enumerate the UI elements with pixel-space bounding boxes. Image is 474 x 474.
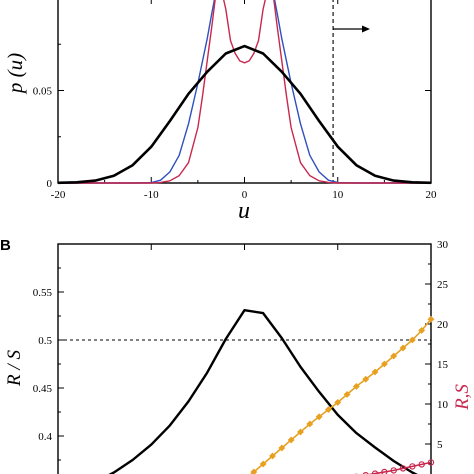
panel-b-y2tick-label: 30 bbox=[437, 239, 449, 251]
panel-b-series-1-point bbox=[408, 336, 416, 344]
panel-b-series-2-point bbox=[362, 472, 369, 474]
panel-b-series-2-point bbox=[409, 463, 416, 470]
panel-b-series-line-1 bbox=[250, 318, 432, 474]
panel-b-series-2-point bbox=[399, 465, 407, 472]
panel-a-series-line-1 bbox=[58, 0, 431, 184]
panel-b-y2tick-label: 20 bbox=[437, 319, 449, 331]
panel-b-series-1-point bbox=[371, 368, 379, 376]
panel-a-xlabel: u bbox=[238, 198, 250, 224]
panel-b-series-1-point bbox=[362, 375, 370, 383]
panel-b-series-1-point bbox=[427, 315, 435, 323]
panel-b-series-2-point bbox=[390, 467, 397, 474]
panel-b-series-1-point bbox=[287, 436, 295, 444]
panel-b-y2tick-label: 10 bbox=[437, 399, 449, 411]
panel-b-series-2-point bbox=[381, 468, 388, 474]
panel-a-xtick-label: -10 bbox=[144, 189, 159, 201]
panel-b-series-1-point bbox=[325, 406, 332, 414]
panel-a-xtick-label: 20 bbox=[426, 189, 438, 201]
arrow-right-icon bbox=[333, 25, 370, 33]
panel-b-series-1-point bbox=[269, 452, 276, 460]
panel-b-series-1-point bbox=[399, 344, 407, 352]
panel-a-xtick-label: 0 bbox=[242, 189, 248, 201]
panel-b-y2tick-label: 25 bbox=[437, 279, 449, 291]
panel-a-ytick-label: 0 bbox=[47, 178, 53, 190]
panel-a-xtick-label: -20 bbox=[51, 189, 66, 201]
panel-b-series-1-point bbox=[250, 468, 258, 474]
panel-b-series-1-point bbox=[343, 390, 351, 398]
panel-b-series-1-point bbox=[297, 428, 304, 436]
panel-b-series-1-point bbox=[380, 360, 388, 368]
panel-b-ylabel: R / S bbox=[4, 350, 25, 387]
panel-b-series bbox=[108, 309, 435, 474]
panel-a-axes: -20 -10 0 10 20 0 0.05 bbox=[33, 0, 437, 201]
panel-a-frame bbox=[57, 0, 432, 184]
panel-b-letter: B bbox=[0, 237, 11, 254]
panel-b-ytick-label: 0.55 bbox=[33, 287, 53, 299]
panel-b-y2tick-label: 5 bbox=[437, 439, 443, 451]
panel-a-series-line-0 bbox=[57, 44, 432, 185]
panel-b-series-1-point bbox=[259, 460, 267, 468]
panel-a-series-line-2 bbox=[58, 0, 431, 184]
panel-b-series-1-point bbox=[278, 444, 286, 452]
panel-a-series bbox=[57, 0, 432, 185]
panel-b-ytick-label: 0.5 bbox=[38, 335, 52, 347]
panel-b-series-line-2 bbox=[367, 461, 432, 474]
panel-b-series-1-point bbox=[334, 398, 342, 406]
panel-b-series-1-point bbox=[315, 413, 323, 421]
panel-a: -20 -10 0 10 20 0 0.05 p (u) u bbox=[3, 0, 437, 224]
panel-a-xtick-label: 10 bbox=[332, 189, 344, 201]
panel-b-series-line-0 bbox=[108, 309, 418, 474]
panel-b-y2tick-label: 15 bbox=[437, 359, 449, 371]
panel-b-frame bbox=[57, 243, 432, 474]
panel-b-ytick-label: 0.4 bbox=[38, 431, 52, 443]
panel-a-ylabel: p (u) bbox=[3, 53, 27, 95]
panel-b-y2label: R,S bbox=[452, 384, 473, 411]
panel-b-series-1-point bbox=[418, 326, 426, 334]
panel-b-series-1-point bbox=[352, 382, 360, 390]
panel-b-series-1-point bbox=[306, 420, 314, 428]
panel-b-ytick-label: 0.45 bbox=[33, 383, 53, 395]
panel-b-series-2-point bbox=[418, 461, 425, 468]
panel-a-ytick-label: 0.05 bbox=[33, 86, 53, 98]
panel-b-series-1-point bbox=[390, 352, 398, 360]
panel-b-series-2-point bbox=[427, 459, 435, 466]
